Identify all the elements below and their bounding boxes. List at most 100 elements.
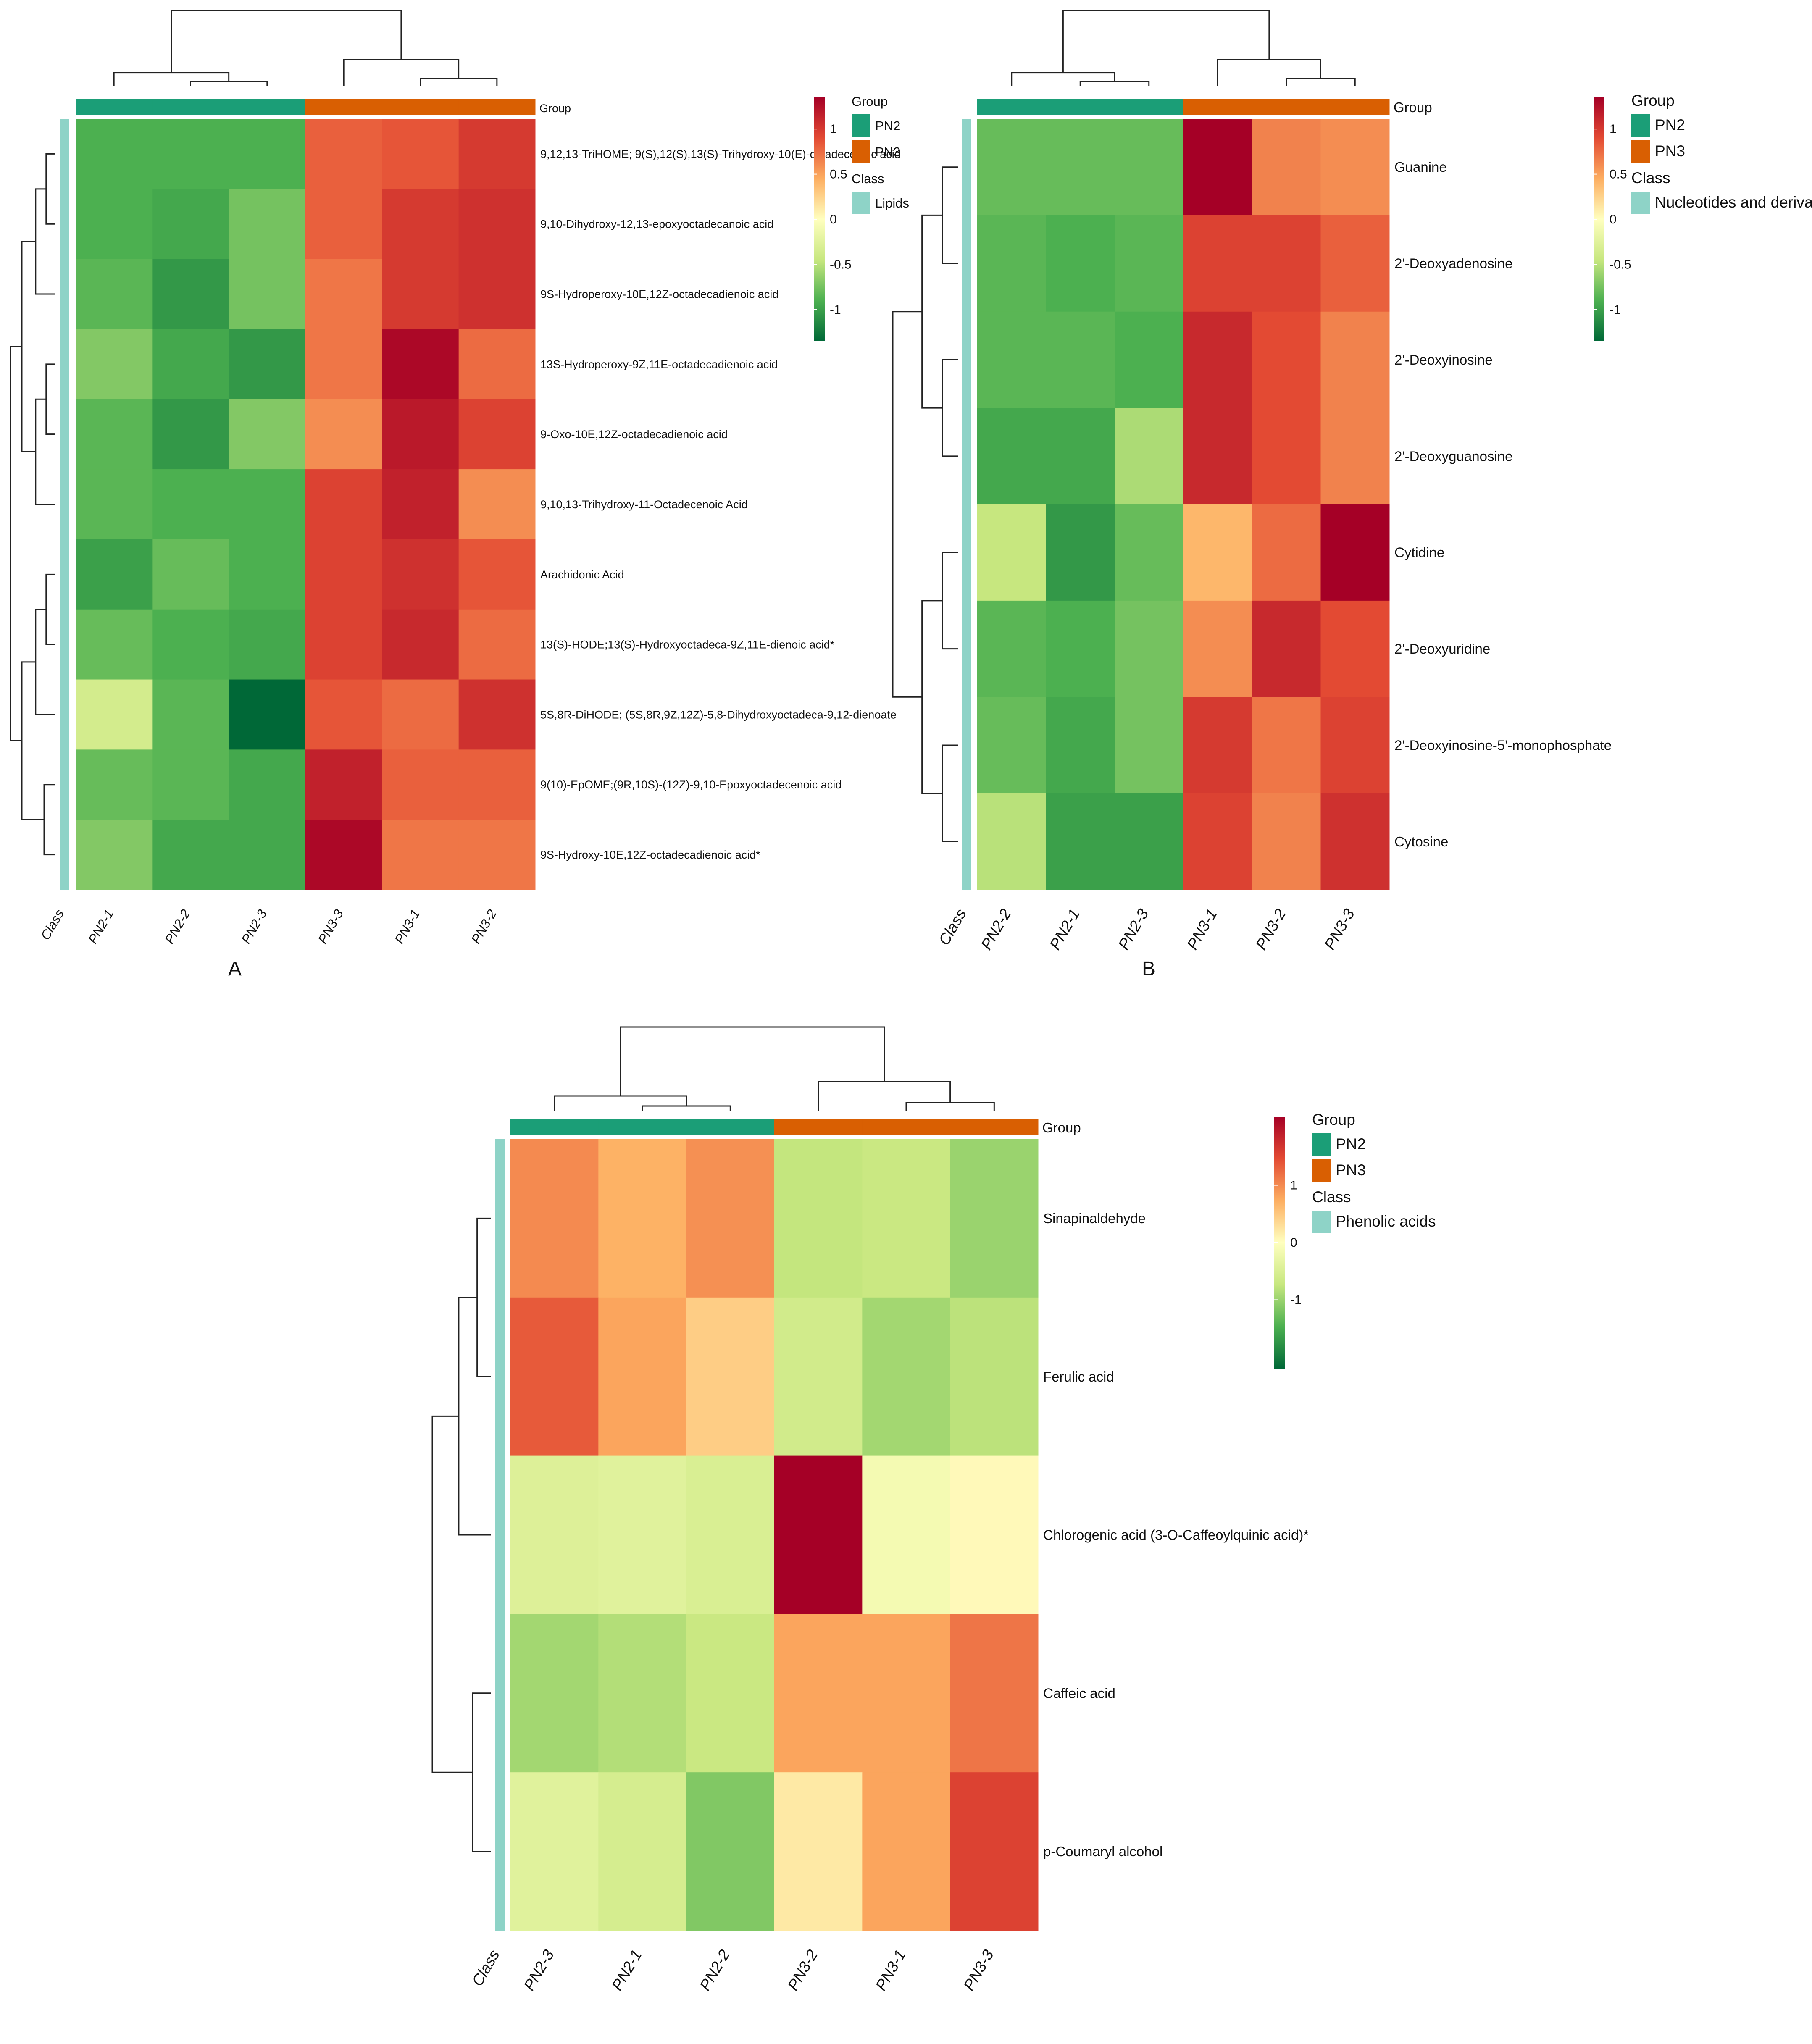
group-bar-segment: [686, 1119, 775, 1135]
heatmap-cell: [1183, 311, 1252, 408]
legend-class-title: Class: [1631, 169, 1670, 187]
heatmap-cell: [1115, 793, 1183, 890]
heatmap-cell: [774, 1772, 863, 1931]
heatmap-cell: [458, 259, 536, 329]
heatmap-cell: [76, 399, 153, 470]
panel-label: B: [1142, 958, 1155, 980]
scale-tick-label: 0: [1609, 213, 1617, 226]
row-label: Cytosine: [1394, 834, 1448, 849]
heatmap-cell: [152, 539, 229, 610]
group-bar-segment: [598, 1119, 687, 1135]
heatmap-cell: [1252, 119, 1321, 215]
column-label: PN2-2: [978, 906, 1015, 953]
row-label: Cytidine: [1394, 545, 1444, 560]
heatmap-cell: [510, 1614, 599, 1773]
heatmap-cell: [305, 399, 382, 470]
group-bar-segment: [76, 99, 153, 115]
heatmap-cell: [382, 679, 459, 750]
heatmap-cell: [76, 679, 153, 750]
heatmap-cell: [1320, 408, 1390, 504]
group-bar-segment: [1252, 99, 1321, 115]
heatmap-cell: [950, 1139, 1039, 1298]
heatmap-cell: [598, 1139, 687, 1298]
legend-class-entry: Lipids: [875, 196, 909, 210]
heatmap-cell: [950, 1297, 1039, 1456]
heatmap-cell: [382, 609, 459, 680]
column-dendrogram: [1011, 10, 1356, 86]
dendrogram-link: [45, 363, 55, 435]
legend-group-entry: PN2: [875, 118, 900, 133]
heatmap-cell: [510, 1297, 599, 1456]
heatmap-cell: [774, 1455, 863, 1614]
column-dendrogram: [113, 10, 498, 86]
dendrogram-link: [620, 1026, 885, 1096]
column-label: PN2-1: [608, 1947, 645, 1994]
heatmap-cell: [950, 1772, 1039, 1931]
legend-swatch-class: [1312, 1211, 1331, 1233]
dendrogram-link: [35, 188, 55, 295]
row-label: 9,10-Dihydroxy-12,13-epoxyoctadecanoic a…: [540, 218, 773, 231]
heatmap-cell: [1115, 600, 1183, 697]
heatmap-cell: [598, 1455, 687, 1614]
heatmap-cell: [229, 189, 306, 260]
dendrogram-link: [431, 1415, 473, 1773]
dendrogram-link: [10, 346, 22, 742]
row-label: Chlorogenic acid (3-O-Caffeoylquinic aci…: [1043, 1527, 1309, 1543]
heatmap-cell: [152, 399, 229, 470]
legend-swatch-pn3: [1312, 1159, 1331, 1182]
scale-tick-label: 0: [1290, 1236, 1297, 1250]
heatmap-cell: [305, 189, 382, 260]
heatmap-cell: [76, 329, 153, 399]
column-label: PN3-1: [1183, 906, 1220, 953]
heatmap-cell: [686, 1772, 775, 1931]
scale-tick-label: 0.5: [830, 168, 847, 181]
column-dendrogram: [554, 1026, 995, 1111]
heatmap-cell: [686, 1139, 775, 1298]
legend-swatch-class: [852, 192, 870, 214]
heatmap-panel-c: Group Sinapinaldehyde Ferulic acid Chloroge…: [431, 1026, 1436, 1994]
legend-group-entry: PN2: [1336, 1135, 1366, 1153]
dendrogram-link: [905, 1102, 995, 1111]
legend-class-entry: Phenolic acids: [1336, 1213, 1436, 1230]
heatmap-panel-b: Group Guanine 2'-Deoxyadenosine 2'-Deoxyino…: [892, 10, 1812, 980]
scale-tick-label: 1: [830, 122, 837, 136]
column-label: PN3-2: [468, 907, 500, 946]
heatmap-cell: [1252, 504, 1321, 601]
scale-tick-label: -0.5: [1609, 257, 1631, 271]
dendrogram-link: [21, 241, 36, 452]
row-label: 2'-Deoxyadenosine: [1394, 256, 1512, 271]
heatmap-cell: [1183, 793, 1252, 890]
dendrogram-link: [171, 10, 402, 73]
group-bar-segment: [1183, 99, 1252, 115]
legend-swatch-pn2: [852, 114, 870, 137]
scale-tick-label: 0.5: [1609, 168, 1627, 181]
row-label: 2'-Deoxyuridine: [1394, 641, 1490, 657]
row-label: 9(10)-EpOME;(9R,10S)-(12Z)-9,10-Epoxyoct…: [540, 778, 842, 791]
heatmap-cell: [152, 609, 229, 680]
column-label: PN2-3: [239, 907, 270, 946]
dendrogram-link: [472, 1692, 491, 1852]
column-label: PN2-3: [521, 1947, 558, 1994]
heatmap-cell: [1115, 311, 1183, 408]
row-label: 2'-Deoxyguanosine: [1394, 448, 1512, 464]
column-label: PN3-2: [784, 1947, 821, 1994]
dendrogram-link: [343, 59, 460, 86]
heatmap-cell: [76, 259, 153, 329]
heatmap-cell: [1320, 697, 1390, 794]
heatmap-cell: [382, 749, 459, 820]
heatmap-cell: [305, 259, 382, 329]
group-bar-segment: [774, 1119, 863, 1135]
row-label: 9S-Hydroxy-10E,12Z-octadecadienoic acid*: [540, 849, 760, 861]
scale-tick-label: -1: [830, 303, 841, 317]
heatmap-cell: [76, 119, 153, 189]
group-bar-segment: [458, 99, 536, 115]
heatmap-cell: [1115, 215, 1183, 312]
heatmap-cell: [598, 1297, 687, 1456]
heatmap-cell: [229, 609, 306, 680]
group-bar-segment: [510, 1119, 599, 1135]
heatmap-cell: [382, 329, 459, 399]
heatmap-cell: [76, 539, 153, 610]
heatmap-cell: [1046, 504, 1115, 601]
legend-class-entry: Nucleotides and derivatives: [1655, 194, 1812, 211]
group-bar-segment: [229, 99, 306, 115]
